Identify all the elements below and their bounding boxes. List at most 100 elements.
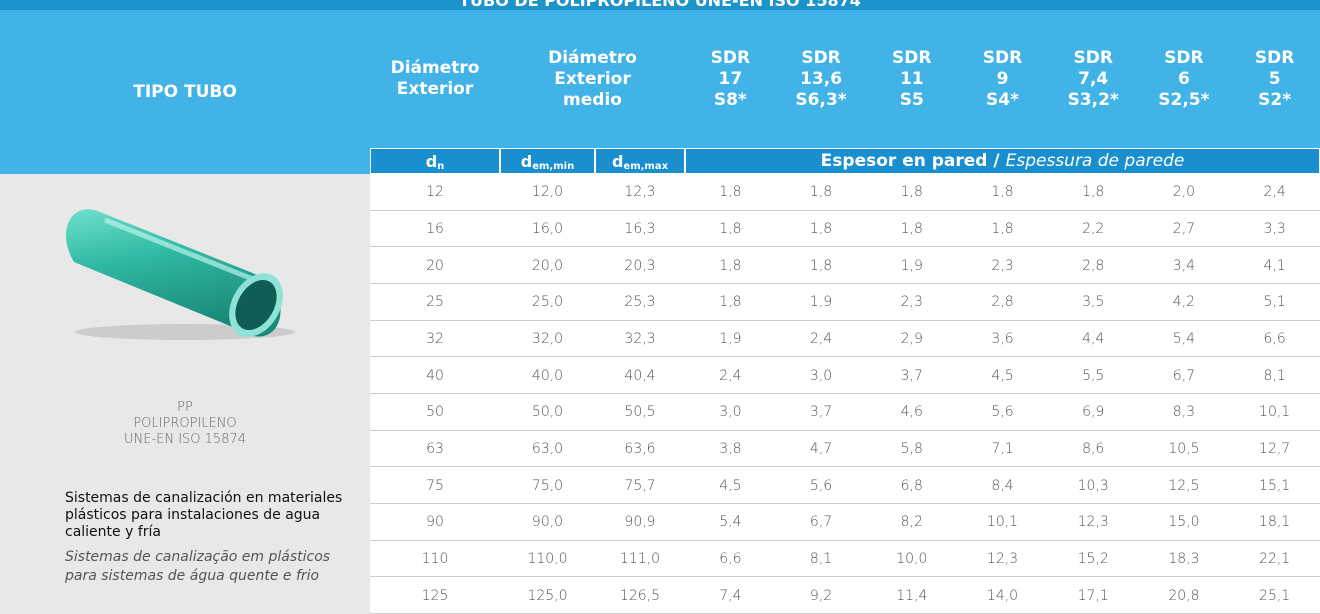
table-cell: 25,1 [1229, 577, 1320, 614]
header-line: S3,2* [1068, 90, 1119, 111]
table-cell: 1,8 [957, 211, 1048, 248]
espesor-italic: Espessura de parede [1006, 151, 1185, 172]
table-cell: 3,3 [1229, 211, 1320, 248]
table-cell: 2,8 [957, 284, 1048, 321]
table-cell: 1,8 [866, 211, 957, 248]
table-cell: 63,0 [500, 431, 595, 468]
table-cell: 8,6 [1048, 431, 1139, 468]
header-line: S8* [714, 90, 747, 111]
table-cell: 32 [370, 321, 500, 358]
table-cell: 25,0 [500, 284, 595, 321]
description-pt: Sistemas de canalização em plásticos par… [65, 548, 365, 586]
table-cell: 5,6 [957, 394, 1048, 431]
header-line: 11 [900, 69, 924, 90]
product-panel: PP POLIPROPILENO UNE-EN ISO 15874 Sistem… [0, 174, 370, 614]
table-cell: 125,0 [500, 577, 595, 614]
table-cell: 2,4 [1229, 174, 1320, 211]
table-cell: 5,8 [866, 431, 957, 468]
table-cell: 5,4 [1139, 321, 1230, 358]
table-cell: 1,8 [685, 247, 776, 284]
header-line: SDR [983, 48, 1022, 69]
table-cell: 3,7 [776, 394, 867, 431]
page: TUBO DE POLIPROPILENO UNE-EN ISO 15874 T… [0, 0, 1320, 614]
product-line: POLIPROPILENO [0, 416, 370, 432]
table-cell: 20,0 [500, 247, 595, 284]
header-line: 5 [1269, 69, 1281, 90]
column-header: SDR13,6S6,3* [776, 10, 867, 148]
table-cell: 10,1 [1229, 394, 1320, 431]
header-line: SDR [711, 48, 750, 69]
table-cell: 4,7 [776, 431, 867, 468]
table-cell: 12,7 [1229, 431, 1320, 468]
table-cell: 6,6 [685, 541, 776, 578]
table-cell: 32,3 [595, 321, 685, 358]
table-cell: 6,6 [1229, 321, 1320, 358]
table-cell: 10,5 [1139, 431, 1230, 468]
product-line: UNE-EN ISO 15874 [0, 432, 370, 448]
table-cell: 4,4 [1048, 321, 1139, 358]
header-line: 9 [997, 69, 1009, 90]
table-cell: 18,3 [1139, 541, 1230, 578]
column-header: SDR5S2* [1229, 10, 1320, 148]
header-line: 13,6 [800, 69, 842, 90]
table-cell: 1,8 [685, 174, 776, 211]
sub-main: d [521, 151, 532, 172]
table-cell: 18,1 [1229, 504, 1320, 541]
column-header: SDR11S5 [866, 10, 957, 148]
table-cell: 110,0 [500, 541, 595, 578]
table-cell: 111,0 [595, 541, 685, 578]
table-cell: 12,3 [1048, 504, 1139, 541]
table-cell: 1,8 [1048, 174, 1139, 211]
table-cell: 1,9 [776, 284, 867, 321]
header-line: 7,4 [1078, 69, 1108, 90]
table-cell: 2,2 [1048, 211, 1139, 248]
description: Sistemas de canalización en materiales p… [65, 490, 370, 541]
table-cell: 3,6 [957, 321, 1048, 358]
table-cell: 126,5 [595, 577, 685, 614]
table-cell: 2,0 [1139, 174, 1230, 211]
table-cell: 8,2 [866, 504, 957, 541]
table-cell: 6,8 [866, 467, 957, 504]
table-cell: 22,1 [1229, 541, 1320, 578]
table-cell: 7,1 [957, 431, 1048, 468]
table-cell: 1,8 [685, 284, 776, 321]
table-cell: 4,5 [957, 357, 1048, 394]
table-cell: 1,8 [776, 211, 867, 248]
sub-header: dem,max [595, 148, 685, 174]
table-cell: 5,5 [1048, 357, 1139, 394]
banner-text: TUBO DE POLIPROPILENO UNE-EN ISO 15874 [0, 0, 1320, 10]
table-cell: 15,0 [1139, 504, 1230, 541]
table-cell: 75 [370, 467, 500, 504]
table-cell: 8,1 [776, 541, 867, 578]
table-cell: 63,6 [595, 431, 685, 468]
table-cell: 6,7 [1139, 357, 1230, 394]
table-cell: 16 [370, 211, 500, 248]
table-cell: 12,3 [595, 174, 685, 211]
table-cell: 2,4 [776, 321, 867, 358]
pipe-image [60, 192, 310, 342]
espesor-header: Espesor en pared /Espessura de parede [685, 148, 1320, 174]
header-line: Diámetro [548, 48, 637, 69]
table-cell: 25 [370, 284, 500, 321]
table-cell: 11,4 [866, 577, 957, 614]
table-cell: 5,1 [1229, 284, 1320, 321]
table-cell: 4,6 [866, 394, 957, 431]
table-cell: 2,7 [1139, 211, 1230, 248]
table-cell: 1,8 [776, 174, 867, 211]
table-cell: 10,3 [1048, 467, 1139, 504]
product-line: PP [0, 400, 370, 416]
table-cell: 8,4 [957, 467, 1048, 504]
table-cell: 4,5 [685, 467, 776, 504]
table-cell: 1,9 [866, 247, 957, 284]
header-line: S4* [986, 90, 1019, 111]
table-cell: 20 [370, 247, 500, 284]
table-cell: 2,8 [1048, 247, 1139, 284]
table-cell: 20,8 [1139, 577, 1230, 614]
header-line: S6,3* [795, 90, 846, 111]
table-cell: 5,4 [685, 504, 776, 541]
table-cell: 90,0 [500, 504, 595, 541]
sub-main: d [426, 151, 437, 172]
